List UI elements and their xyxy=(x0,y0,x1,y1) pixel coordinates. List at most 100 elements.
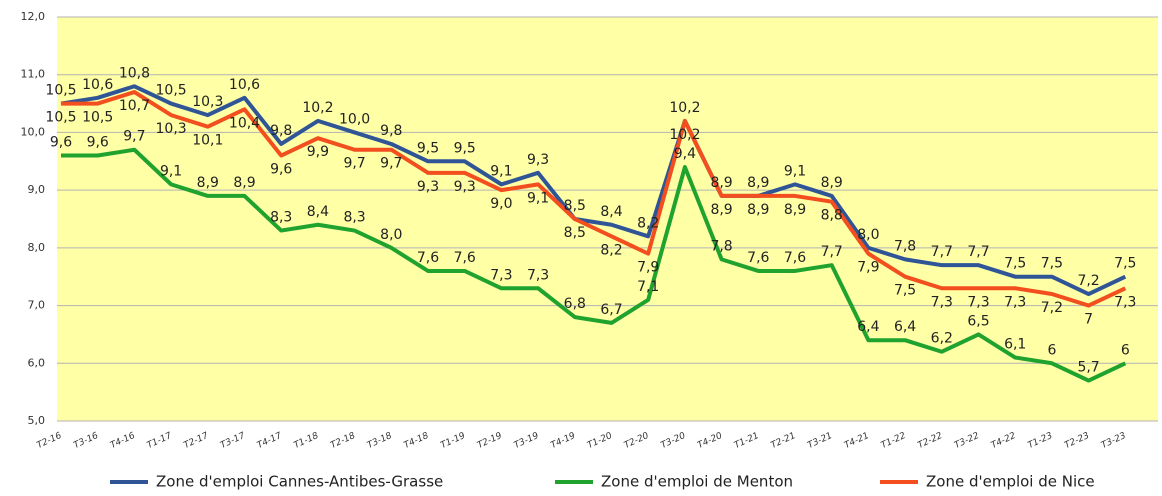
series-line xyxy=(60,84,1127,297)
data-label: 8,9 xyxy=(784,202,806,218)
x-tick-label: T3-18 xyxy=(366,431,394,451)
data-label: 7,3 xyxy=(967,294,989,310)
data-label: 10,7 xyxy=(119,98,150,114)
data-label: 9,7 xyxy=(343,156,365,172)
data-label: 8,9 xyxy=(197,175,219,191)
data-label: 10,6 xyxy=(82,77,113,93)
data-label: 10,4 xyxy=(229,115,260,131)
data-label: 10,3 xyxy=(192,94,223,110)
x-tick-label: T2-19 xyxy=(476,431,504,451)
data-label: 7,6 xyxy=(747,250,769,266)
data-label: 6 xyxy=(1047,342,1056,358)
y-tick-label: 8,0 xyxy=(28,241,46,254)
x-tick-label: T3-20 xyxy=(659,431,687,451)
data-label: 9,7 xyxy=(380,156,402,172)
data-label: 6 xyxy=(1121,342,1130,358)
data-label: 8,0 xyxy=(380,227,402,243)
legend-label: Zone d'emploi Cannes-Antibes-Grasse xyxy=(156,473,443,491)
x-tick-label: T2-17 xyxy=(182,431,210,451)
data-label: 8,9 xyxy=(710,202,732,218)
data-label: 8,0 xyxy=(857,227,879,243)
data-label: 7,9 xyxy=(637,260,659,276)
data-label: 9,5 xyxy=(417,140,439,156)
data-label: 7,6 xyxy=(784,250,806,266)
x-tick-label: T4-21 xyxy=(843,431,871,451)
x-tick-label: T4-16 xyxy=(109,431,137,451)
x-tick-label: T4-22 xyxy=(990,431,1018,451)
data-label: 7,3 xyxy=(931,294,953,310)
x-tick-label: T1-17 xyxy=(146,431,174,451)
data-label: 7,5 xyxy=(1041,256,1063,272)
data-label: 9,1 xyxy=(784,163,806,179)
data-label: 9,9 xyxy=(307,144,329,160)
y-tick-label: 10,0 xyxy=(21,125,46,138)
x-tick-label: T2-18 xyxy=(329,431,357,451)
data-label: 9,1 xyxy=(490,163,512,179)
x-tick-label: T2-22 xyxy=(916,431,944,451)
data-label: 8,5 xyxy=(564,225,586,241)
x-tick-label: T3-19 xyxy=(513,431,541,451)
data-label: 6,2 xyxy=(931,331,953,347)
data-label: 10,5 xyxy=(82,110,113,126)
data-label: 9,1 xyxy=(160,163,182,179)
x-tick-label: T1-23 xyxy=(1026,431,1054,451)
data-label: 9,0 xyxy=(490,196,512,212)
data-label: 5,7 xyxy=(1077,360,1099,376)
data-label: 7,3 xyxy=(1004,294,1026,310)
data-label: 10,0 xyxy=(339,111,370,127)
data-label: 8,9 xyxy=(821,175,843,191)
data-label: 7,8 xyxy=(894,238,916,254)
data-label: 8,3 xyxy=(270,210,292,226)
data-label: 9,1 xyxy=(527,190,549,206)
data-label: 10,5 xyxy=(45,83,76,99)
legend-label: Zone d'emploi de Menton xyxy=(601,473,793,491)
data-label: 7,5 xyxy=(894,283,916,299)
data-label: 8,9 xyxy=(747,202,769,218)
x-tick-label: T4-20 xyxy=(696,431,724,451)
x-tick-label: T4-18 xyxy=(403,431,431,451)
data-label: 7,5 xyxy=(1004,256,1026,272)
data-label: 7,2 xyxy=(1077,273,1099,289)
data-label: 9,3 xyxy=(454,179,476,195)
data-label: 10,5 xyxy=(45,110,76,126)
data-label: 7,6 xyxy=(454,250,476,266)
data-label: 7,7 xyxy=(967,244,989,260)
data-label: 8,9 xyxy=(710,175,732,191)
data-label: 8,4 xyxy=(307,204,329,220)
data-label: 8,9 xyxy=(233,175,255,191)
data-label: 9,7 xyxy=(123,129,145,145)
x-tick-label: T1-22 xyxy=(880,431,908,451)
data-label: 6,4 xyxy=(857,319,879,335)
data-label: 10,2 xyxy=(669,100,700,116)
data-label: 8,2 xyxy=(637,215,659,231)
data-label: 8,3 xyxy=(343,210,365,226)
data-label: 7,9 xyxy=(857,260,879,276)
data-label: 7,3 xyxy=(490,267,512,283)
x-tick-label: T2-23 xyxy=(1063,431,1091,451)
series-line xyxy=(61,90,1127,308)
data-label: 8,5 xyxy=(564,198,586,214)
x-tick-label: T2-20 xyxy=(623,431,651,451)
data-label: 9,6 xyxy=(270,162,292,178)
data-label: 9,6 xyxy=(50,135,72,151)
data-label: 9,3 xyxy=(527,152,549,168)
data-label: 7,1 xyxy=(637,279,659,295)
y-tick-label: 5,0 xyxy=(28,414,46,427)
data-label: 7,6 xyxy=(417,250,439,266)
x-tick-label: T4-19 xyxy=(549,431,577,451)
data-label: 9,8 xyxy=(380,123,402,139)
data-label: 9,8 xyxy=(270,123,292,139)
x-tick-label: T1-21 xyxy=(733,431,761,451)
data-label: 9,6 xyxy=(87,135,109,151)
x-tick-label: T2-21 xyxy=(770,431,798,451)
y-tick-label: 12,0 xyxy=(21,10,46,23)
y-tick-label: 7,0 xyxy=(28,299,46,312)
data-label: 10,6 xyxy=(229,77,260,93)
data-label: 10,2 xyxy=(302,100,333,116)
data-label: 8,9 xyxy=(747,175,769,191)
data-label: 10,1 xyxy=(192,133,223,149)
data-label: 7,7 xyxy=(821,244,843,260)
y-tick-label: 6,0 xyxy=(28,356,46,369)
data-label: 8,8 xyxy=(821,208,843,224)
